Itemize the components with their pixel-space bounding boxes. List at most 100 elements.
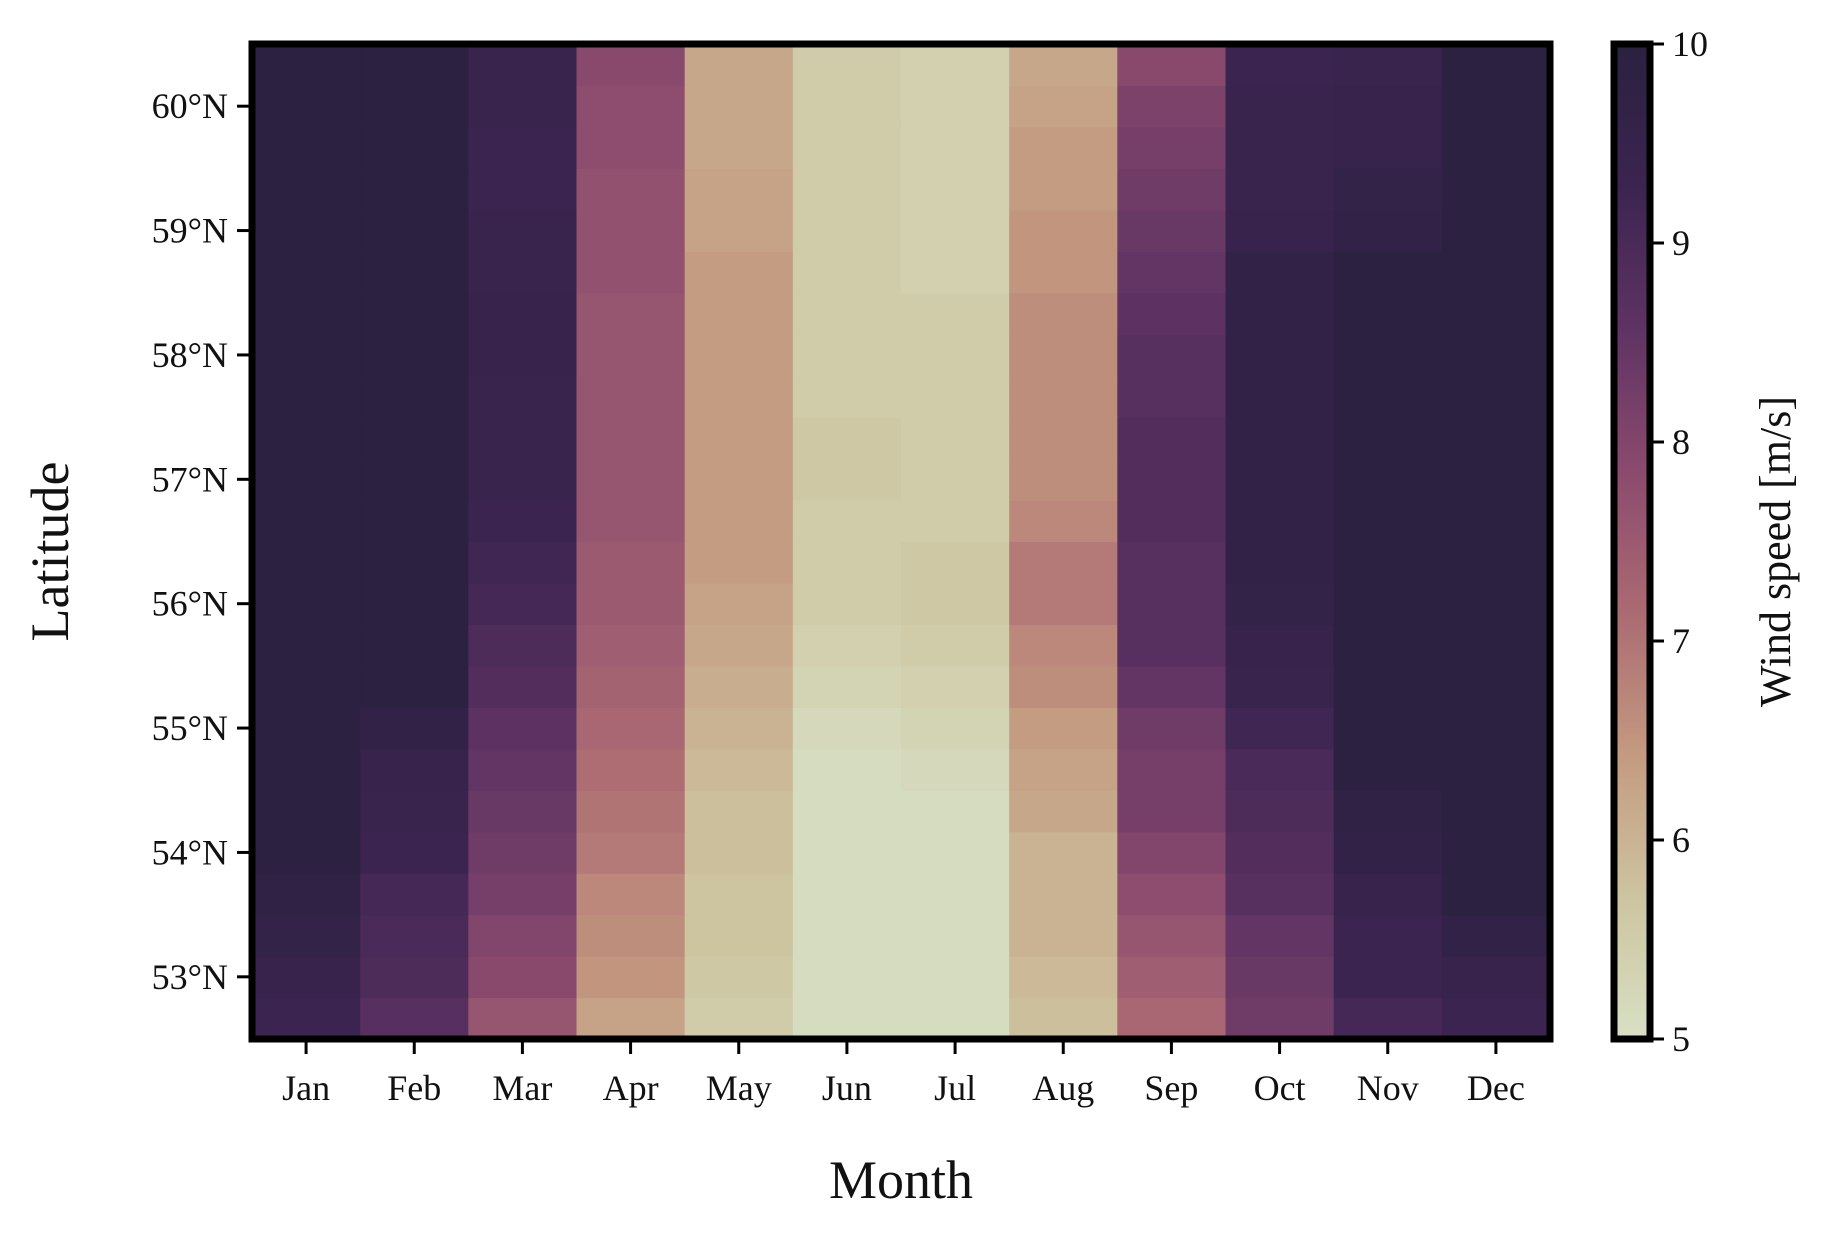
heatmap-cell — [360, 624, 469, 667]
heatmap-cell — [792, 209, 902, 252]
heatmap-cell — [1333, 209, 1443, 252]
heatmap-cell — [576, 168, 686, 211]
heatmap-cell — [1333, 168, 1443, 211]
heatmap-cell — [1333, 873, 1443, 916]
heatmap-cell — [252, 914, 361, 957]
heatmap-cell — [360, 168, 469, 211]
heatmap-cell — [576, 44, 686, 87]
heatmap-cell — [1009, 665, 1118, 708]
heatmap-cell — [684, 126, 794, 169]
heatmap-cell — [1117, 209, 1227, 252]
heatmap-cell — [792, 251, 902, 294]
heatmap-cell — [901, 997, 1010, 1040]
heatmap-cell — [1441, 790, 1551, 833]
heatmap-cell — [1333, 417, 1443, 460]
colorbar-tick-label: 7 — [1672, 621, 1690, 661]
heatmap-cell — [360, 873, 469, 916]
heatmap-cell — [252, 624, 361, 667]
heatmap-cell — [360, 458, 469, 501]
heatmap-cell — [1441, 582, 1551, 626]
heatmap-cell — [1117, 707, 1227, 750]
heatmap-cell — [684, 582, 794, 626]
colorbar — [1614, 44, 1650, 1039]
heatmap-cell — [901, 209, 1010, 252]
heatmap-cell — [684, 707, 794, 750]
x-tick-label: Jan — [282, 1068, 330, 1108]
heatmap-cell — [1441, 417, 1551, 460]
heatmap-cell — [1333, 126, 1443, 169]
heatmap-cell — [576, 126, 686, 169]
heatmap-cell — [1225, 334, 1335, 377]
heatmap-cell — [360, 914, 469, 957]
heatmap-cell — [684, 541, 794, 584]
heatmap-cell — [252, 458, 361, 501]
heatmap-cell — [684, 500, 794, 543]
heatmap-cell — [901, 914, 1010, 957]
x-tick-label: Nov — [1357, 1068, 1419, 1108]
heatmap-cell — [360, 997, 469, 1040]
heatmap-cell — [684, 209, 794, 252]
heatmap-cell — [1225, 126, 1335, 169]
heatmap-cell — [468, 334, 578, 377]
heatmap-cell — [1225, 790, 1335, 833]
heatmap-cell — [1009, 85, 1118, 128]
heatmap-cell — [1117, 126, 1227, 169]
heatmap-cell — [360, 417, 469, 460]
heatmap-cell — [360, 831, 469, 874]
y-tick-label: 56°N — [152, 584, 228, 624]
heatmap-cell — [360, 500, 469, 543]
heatmap-cell — [1009, 44, 1118, 87]
heatmap-cell — [1117, 831, 1227, 874]
heatmap-cell — [468, 209, 578, 252]
heatmap-cell — [1333, 624, 1443, 667]
heatmap-cell — [252, 292, 361, 335]
heatmap-cell — [1117, 914, 1227, 957]
heatmap-cell — [468, 624, 578, 667]
heatmap-cell — [684, 997, 794, 1040]
heatmap-cell — [901, 665, 1010, 708]
heatmap-cell — [252, 997, 361, 1040]
heatmap-cell — [792, 707, 902, 750]
heatmap-cell — [1225, 831, 1335, 874]
heatmap-cell — [792, 417, 902, 460]
heatmap-cell — [576, 873, 686, 916]
y-axis-title: Latitude — [20, 462, 80, 642]
colorbar-tick-label: 5 — [1672, 1019, 1690, 1059]
heatmap-cell — [1333, 956, 1443, 999]
heatmap-cell — [1009, 624, 1118, 667]
x-tick-label: Jul — [934, 1068, 976, 1108]
heatmap-cell — [1441, 126, 1551, 169]
heatmap-cell — [576, 748, 686, 791]
heatmap-cell — [360, 582, 469, 626]
heatmap-cells — [252, 44, 1551, 1040]
heatmap-cell — [468, 956, 578, 999]
heatmap-cell — [576, 790, 686, 833]
heatmap-cell — [792, 334, 902, 377]
colorbar-tick-label: 8 — [1672, 422, 1690, 462]
heatmap-cell — [1117, 748, 1227, 791]
heatmap-cell — [1009, 997, 1118, 1040]
heatmap-cell — [360, 748, 469, 791]
heatmap-cell — [901, 873, 1010, 916]
heatmap-cell — [1225, 417, 1335, 460]
heatmap-cell — [1225, 665, 1335, 708]
heatmap-cell — [792, 790, 902, 833]
heatmap-cell — [792, 458, 902, 501]
heatmap-cell — [792, 85, 902, 128]
heatmap-cell — [252, 748, 361, 791]
heatmap-cell — [1117, 85, 1227, 128]
heatmap-cell — [901, 458, 1010, 501]
heatmap-cell — [252, 375, 361, 418]
heatmap-cell — [901, 582, 1010, 626]
heatmap-cell — [684, 873, 794, 916]
heatmap-cell — [360, 85, 469, 128]
heatmap-cell — [252, 582, 361, 626]
x-tick-label: Oct — [1254, 1068, 1306, 1108]
heatmap-cell — [1009, 375, 1118, 418]
heatmap-cell — [360, 956, 469, 999]
x-tick-label: Aug — [1032, 1068, 1094, 1108]
heatmap-cell — [1333, 790, 1443, 833]
heatmap-cell — [1225, 500, 1335, 543]
heatmap-cell — [1225, 375, 1335, 418]
